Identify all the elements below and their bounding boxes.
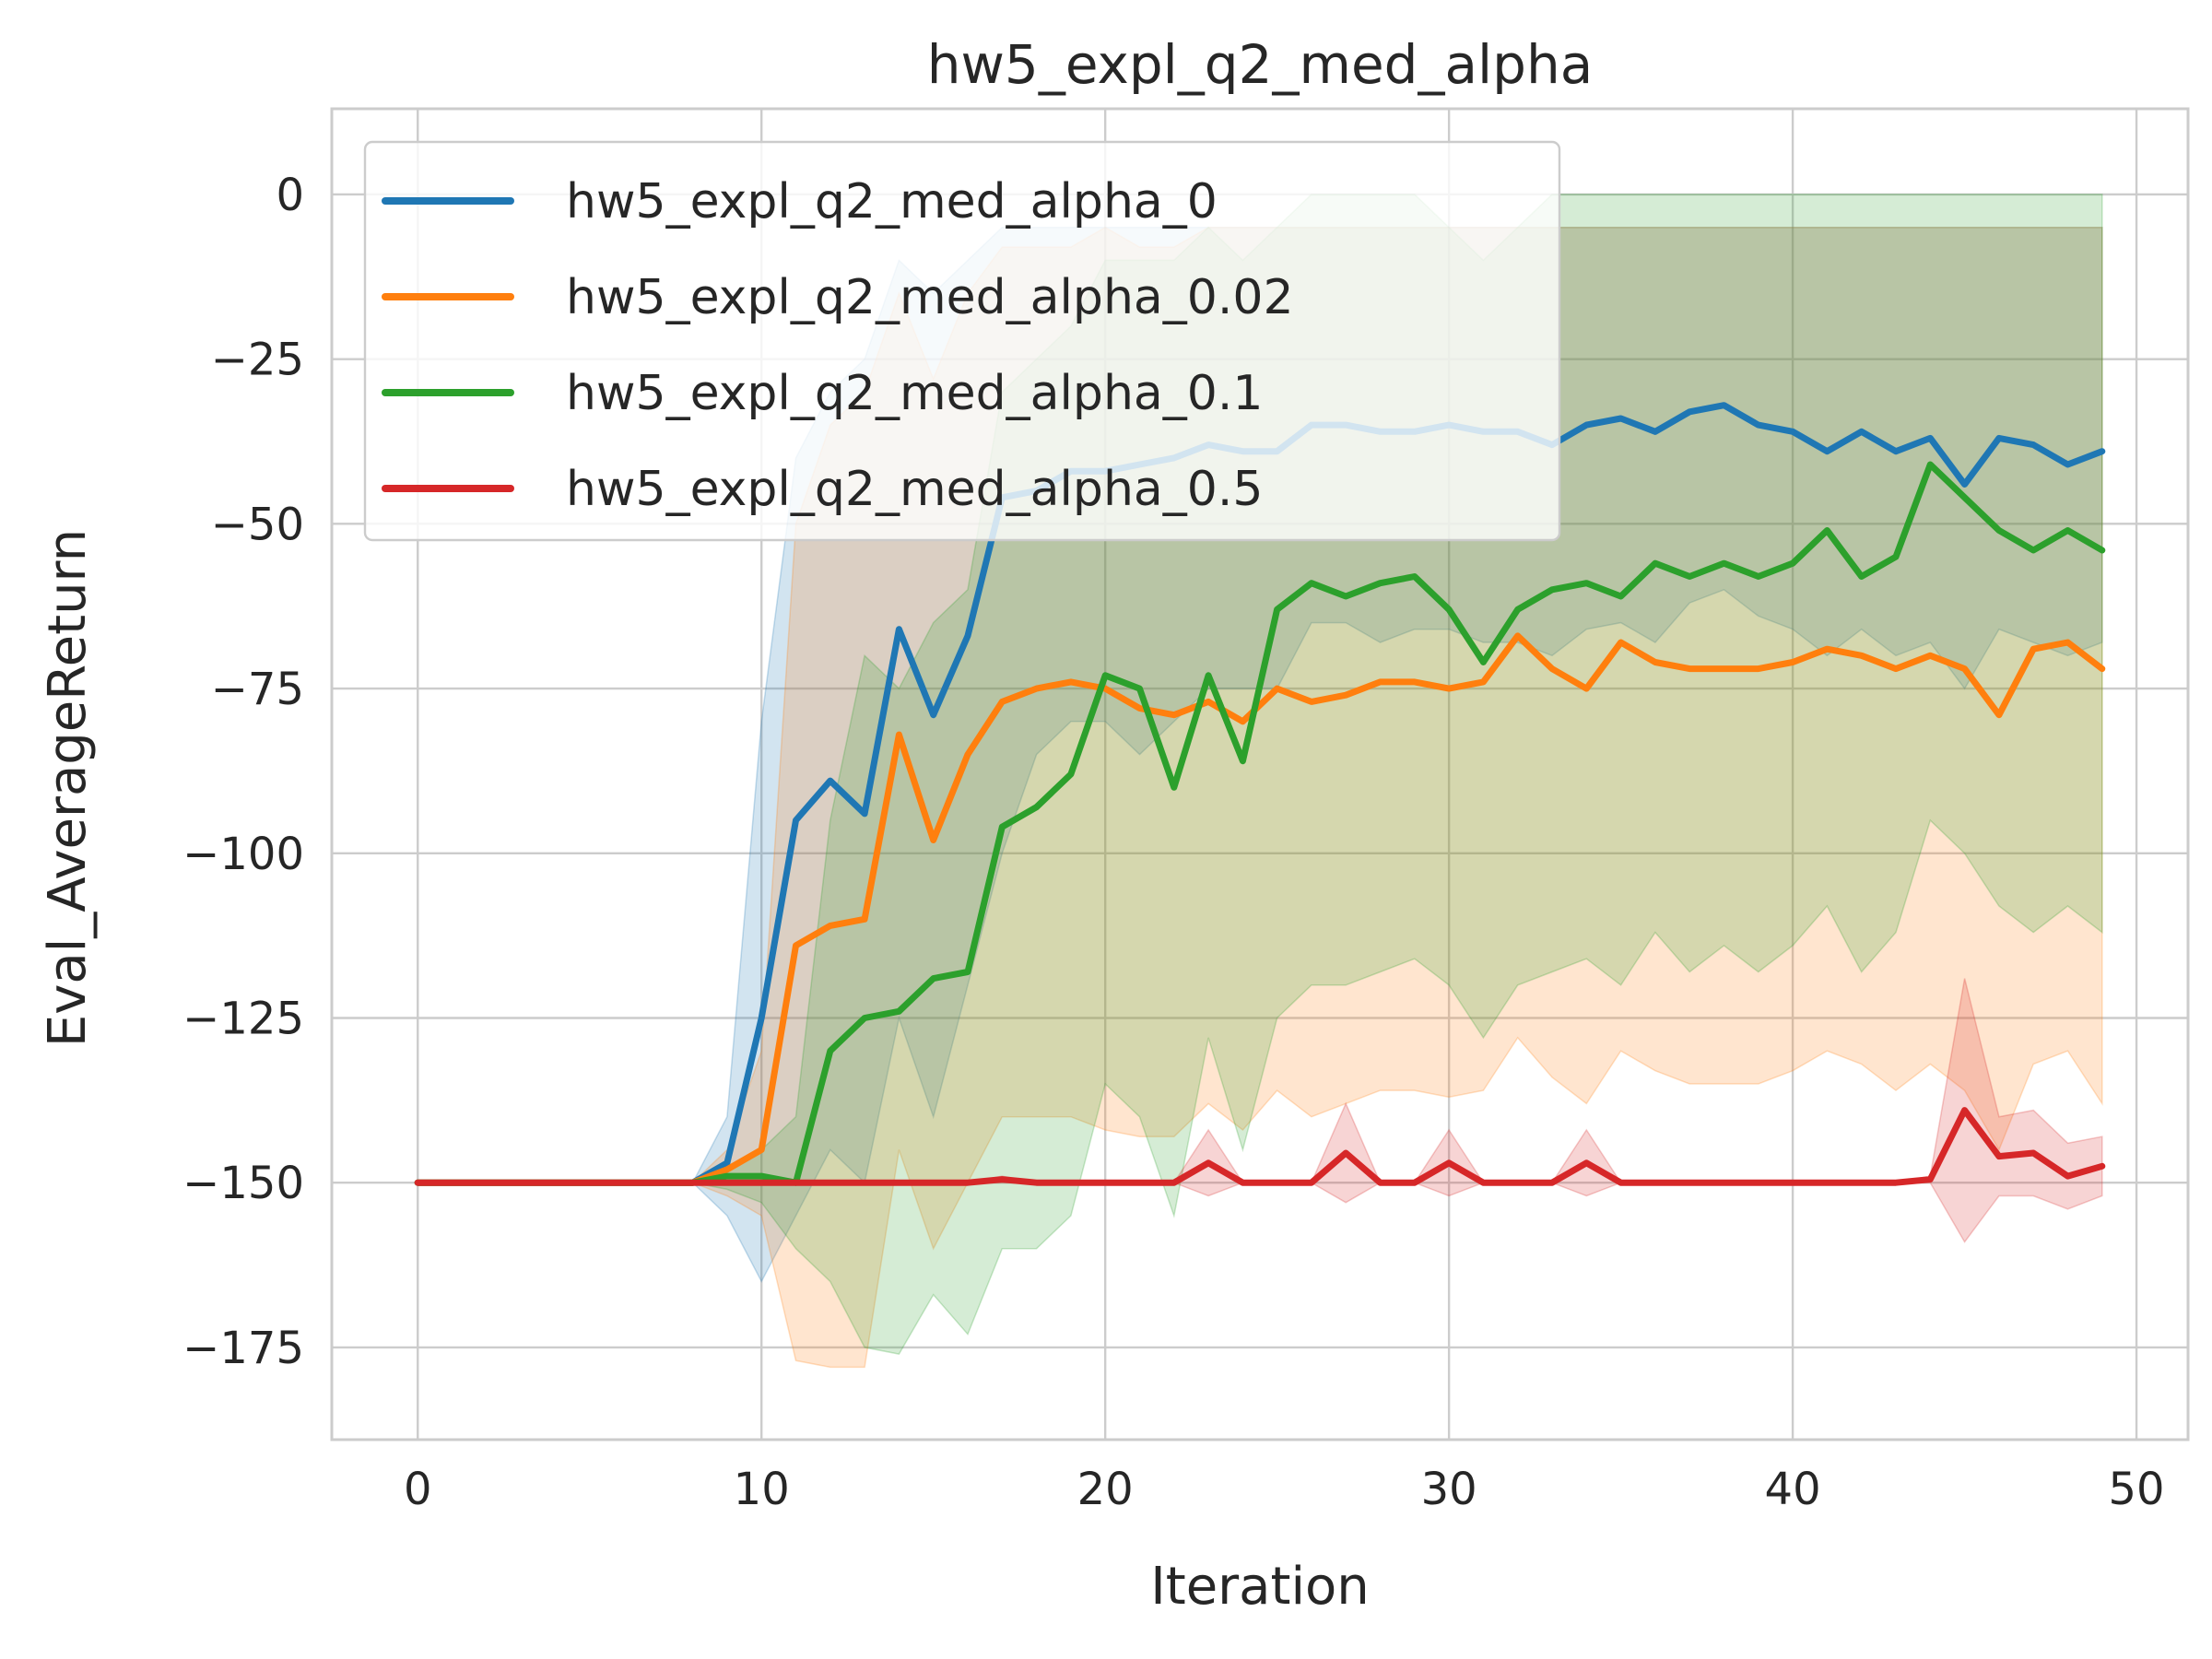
plot-frame [330,107,2190,1441]
y-tick-label: −125 [182,993,304,1044]
y-axis-label: Eval_AverageReturn [38,529,98,1047]
y-tick-label: −75 [211,664,304,715]
x-tick-label: 10 [734,1464,790,1515]
legend-box [363,140,1561,542]
legend-label: hw5_expl_q2_med_alpha_0.5 [566,462,1263,517]
legend-label: hw5_expl_q2_med_alpha_0 [566,174,1218,229]
y-tick-label: 0 [276,170,304,221]
y-tick-label: −175 [182,1323,304,1374]
x-tick-label: 40 [1765,1464,1821,1515]
x-tick-label: 30 [1421,1464,1477,1515]
legend-label: hw5_expl_q2_med_alpha_0.02 [566,270,1294,325]
series-line-3 [414,1107,2106,1186]
x-tick-label: 50 [2109,1464,2165,1515]
y-tick-label: −100 [182,829,304,880]
y-tick-label: −150 [182,1158,304,1209]
y-tick-label: −25 [211,335,304,386]
x-tick-label: 0 [404,1464,432,1515]
x-axis-label: Iteration [1150,1557,1370,1617]
legend: hw5_expl_q2_med_alpha_0 hw5_expl_q2_med_a… [363,140,1561,542]
x-tick-label: 20 [1077,1464,1134,1515]
chart-title: hw5_expl_q2_med_alpha [927,33,1594,96]
legend-label: hw5_expl_q2_med_alpha_0.1 [566,366,1263,421]
y-tick-label: −50 [211,499,304,550]
tick-labels: 0 10 20 30 40 50 0 −25 −50 −75 −100 −125 −150 −175 [182,170,2164,1515]
